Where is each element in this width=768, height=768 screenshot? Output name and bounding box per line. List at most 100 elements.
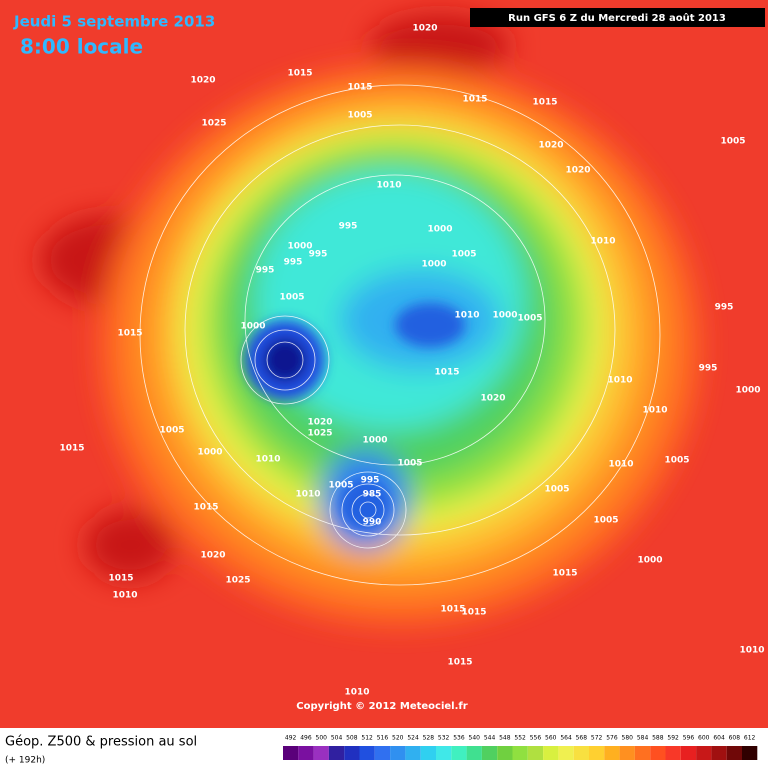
isobar-label: 1000 bbox=[735, 386, 760, 396]
isobar-label: 1015 bbox=[532, 98, 557, 108]
colorbar-swatch bbox=[298, 746, 314, 760]
isobar-label: 995 bbox=[284, 258, 303, 268]
isobar-label: 1005 bbox=[397, 459, 422, 469]
isobar-label: 1010 bbox=[642, 406, 667, 416]
isobar-label: 1005 bbox=[347, 111, 372, 121]
isobar-label: 1020 bbox=[538, 141, 563, 151]
run-box bbox=[470, 8, 765, 27]
isobar-label: 1025 bbox=[307, 429, 332, 439]
colorbar-label: 556 bbox=[530, 735, 542, 742]
copyright: Copyright © 2012 Meteociel.fr bbox=[296, 701, 467, 712]
colorbar-swatch bbox=[512, 746, 528, 760]
colorbar-swatch bbox=[405, 746, 421, 760]
field bbox=[0, 0, 768, 728]
colorbar-label: 592 bbox=[667, 735, 679, 742]
isobar-label: 1005 bbox=[593, 516, 618, 526]
colorbar-label: 504 bbox=[331, 735, 343, 742]
colorbar-label: 496 bbox=[300, 735, 312, 742]
isobar-label: 1020 bbox=[190, 76, 215, 86]
colorbar-swatch bbox=[696, 746, 712, 760]
colorbar-label: 532 bbox=[438, 735, 450, 742]
colorbar-label: 492 bbox=[285, 735, 297, 742]
colorbar-swatch bbox=[634, 746, 651, 760]
colorbar-label: 524 bbox=[407, 735, 419, 742]
isobar-label: 995 bbox=[256, 266, 275, 276]
isobar-label: 1005 bbox=[159, 426, 184, 436]
isobar-label: 1010 bbox=[344, 688, 369, 698]
colorbar-swatch bbox=[619, 746, 635, 760]
isobar-label: 1015 bbox=[193, 503, 218, 513]
colorbar-swatch bbox=[283, 746, 299, 760]
isobar-label: 1010 bbox=[608, 460, 633, 470]
colorbar-label: 584 bbox=[637, 735, 649, 742]
run-info: Run GFS 6 Z du Mercredi 28 août 2013 bbox=[508, 12, 726, 24]
colorbar-label: 520 bbox=[392, 735, 404, 742]
colorbar-label: 552 bbox=[514, 735, 526, 742]
isobar-label: 1000 bbox=[637, 556, 662, 566]
time: 8:00 locale bbox=[20, 35, 143, 59]
colorbar-swatch bbox=[420, 746, 436, 760]
colorbar-swatch bbox=[527, 746, 544, 760]
colorbar-label: 568 bbox=[576, 735, 588, 742]
colorbar-label: 588 bbox=[652, 735, 664, 742]
isobar-label: 985 bbox=[363, 490, 382, 500]
colorbar-label: 612 bbox=[744, 735, 756, 742]
colorbar-label: 512 bbox=[361, 735, 373, 742]
colorbar-swatch bbox=[742, 746, 758, 760]
colorbar-swatch bbox=[650, 746, 666, 760]
colorbar-swatch bbox=[711, 746, 727, 760]
isobar-label: 1020 bbox=[565, 166, 590, 176]
isobar-label: 1000 bbox=[427, 225, 452, 235]
isobar-label: 1020 bbox=[480, 394, 505, 404]
isobar-label: 990 bbox=[363, 518, 382, 528]
isobar-label: 1020 bbox=[307, 418, 332, 428]
isobar-label: 1005 bbox=[451, 250, 476, 260]
isobar-label: 1010 bbox=[590, 237, 615, 247]
isobar-label: 1015 bbox=[347, 83, 372, 93]
isobar-label: 1025 bbox=[225, 576, 250, 586]
isobar-label: 1015 bbox=[461, 608, 486, 618]
isobar-label: 1015 bbox=[447, 658, 472, 668]
isobar-label: 1000 bbox=[240, 322, 265, 332]
colorbar-label: 536 bbox=[453, 735, 465, 742]
colorbar-label: 560 bbox=[545, 735, 557, 742]
isobar-label: 1015 bbox=[108, 574, 133, 584]
isobar-label: 1020 bbox=[200, 551, 225, 561]
isobar-label: 995 bbox=[339, 222, 358, 232]
isobar-label: 1000 bbox=[421, 260, 446, 270]
isobar-label: 995 bbox=[361, 476, 380, 486]
colorbar-label: 528 bbox=[423, 735, 435, 742]
colorbar: 492 496 500 504 508 512 516 520 524 528 532 536 540 5… bbox=[283, 735, 758, 760]
colorbar-swatch bbox=[451, 746, 467, 760]
isobar-label: 1015 bbox=[59, 444, 84, 454]
colorbar-label: 508 bbox=[346, 735, 358, 742]
colorbar-swatch bbox=[344, 746, 360, 760]
isobar-label: 1005 bbox=[544, 485, 569, 495]
colorbar-swatch bbox=[573, 746, 589, 760]
date: Jeudi 5 septembre 2013 bbox=[13, 13, 215, 31]
footer-title: Géop. Z500 & pression au sol bbox=[5, 735, 197, 750]
isobar-label: 1025 bbox=[201, 119, 226, 129]
isobar-label: 1020 bbox=[412, 24, 437, 34]
colorbar-swatch bbox=[726, 746, 742, 760]
colorbar-label: 500 bbox=[316, 735, 328, 742]
colorbar-label: 576 bbox=[606, 735, 618, 742]
colorbar-label: 544 bbox=[484, 735, 496, 742]
isobar-label: 1015 bbox=[462, 95, 487, 105]
colorbar-swatch bbox=[359, 746, 375, 760]
isobar-label: 1005 bbox=[517, 314, 542, 324]
colorbar-swatch bbox=[665, 746, 681, 760]
isobar-label: 1015 bbox=[434, 368, 459, 378]
colorbar-label: 604 bbox=[713, 735, 725, 742]
colorbar-label: 596 bbox=[683, 735, 695, 742]
colorbar-swatch bbox=[558, 746, 574, 760]
colorbar-swatch bbox=[604, 746, 620, 760]
colorbar-swatch bbox=[466, 746, 482, 760]
colorbar-label: 516 bbox=[377, 735, 389, 742]
isobar-label: 1010 bbox=[255, 455, 280, 465]
isobar-label: 1000 bbox=[287, 242, 312, 252]
colorbar-swatch bbox=[680, 746, 697, 760]
isobar-label: 1000 bbox=[492, 311, 517, 321]
